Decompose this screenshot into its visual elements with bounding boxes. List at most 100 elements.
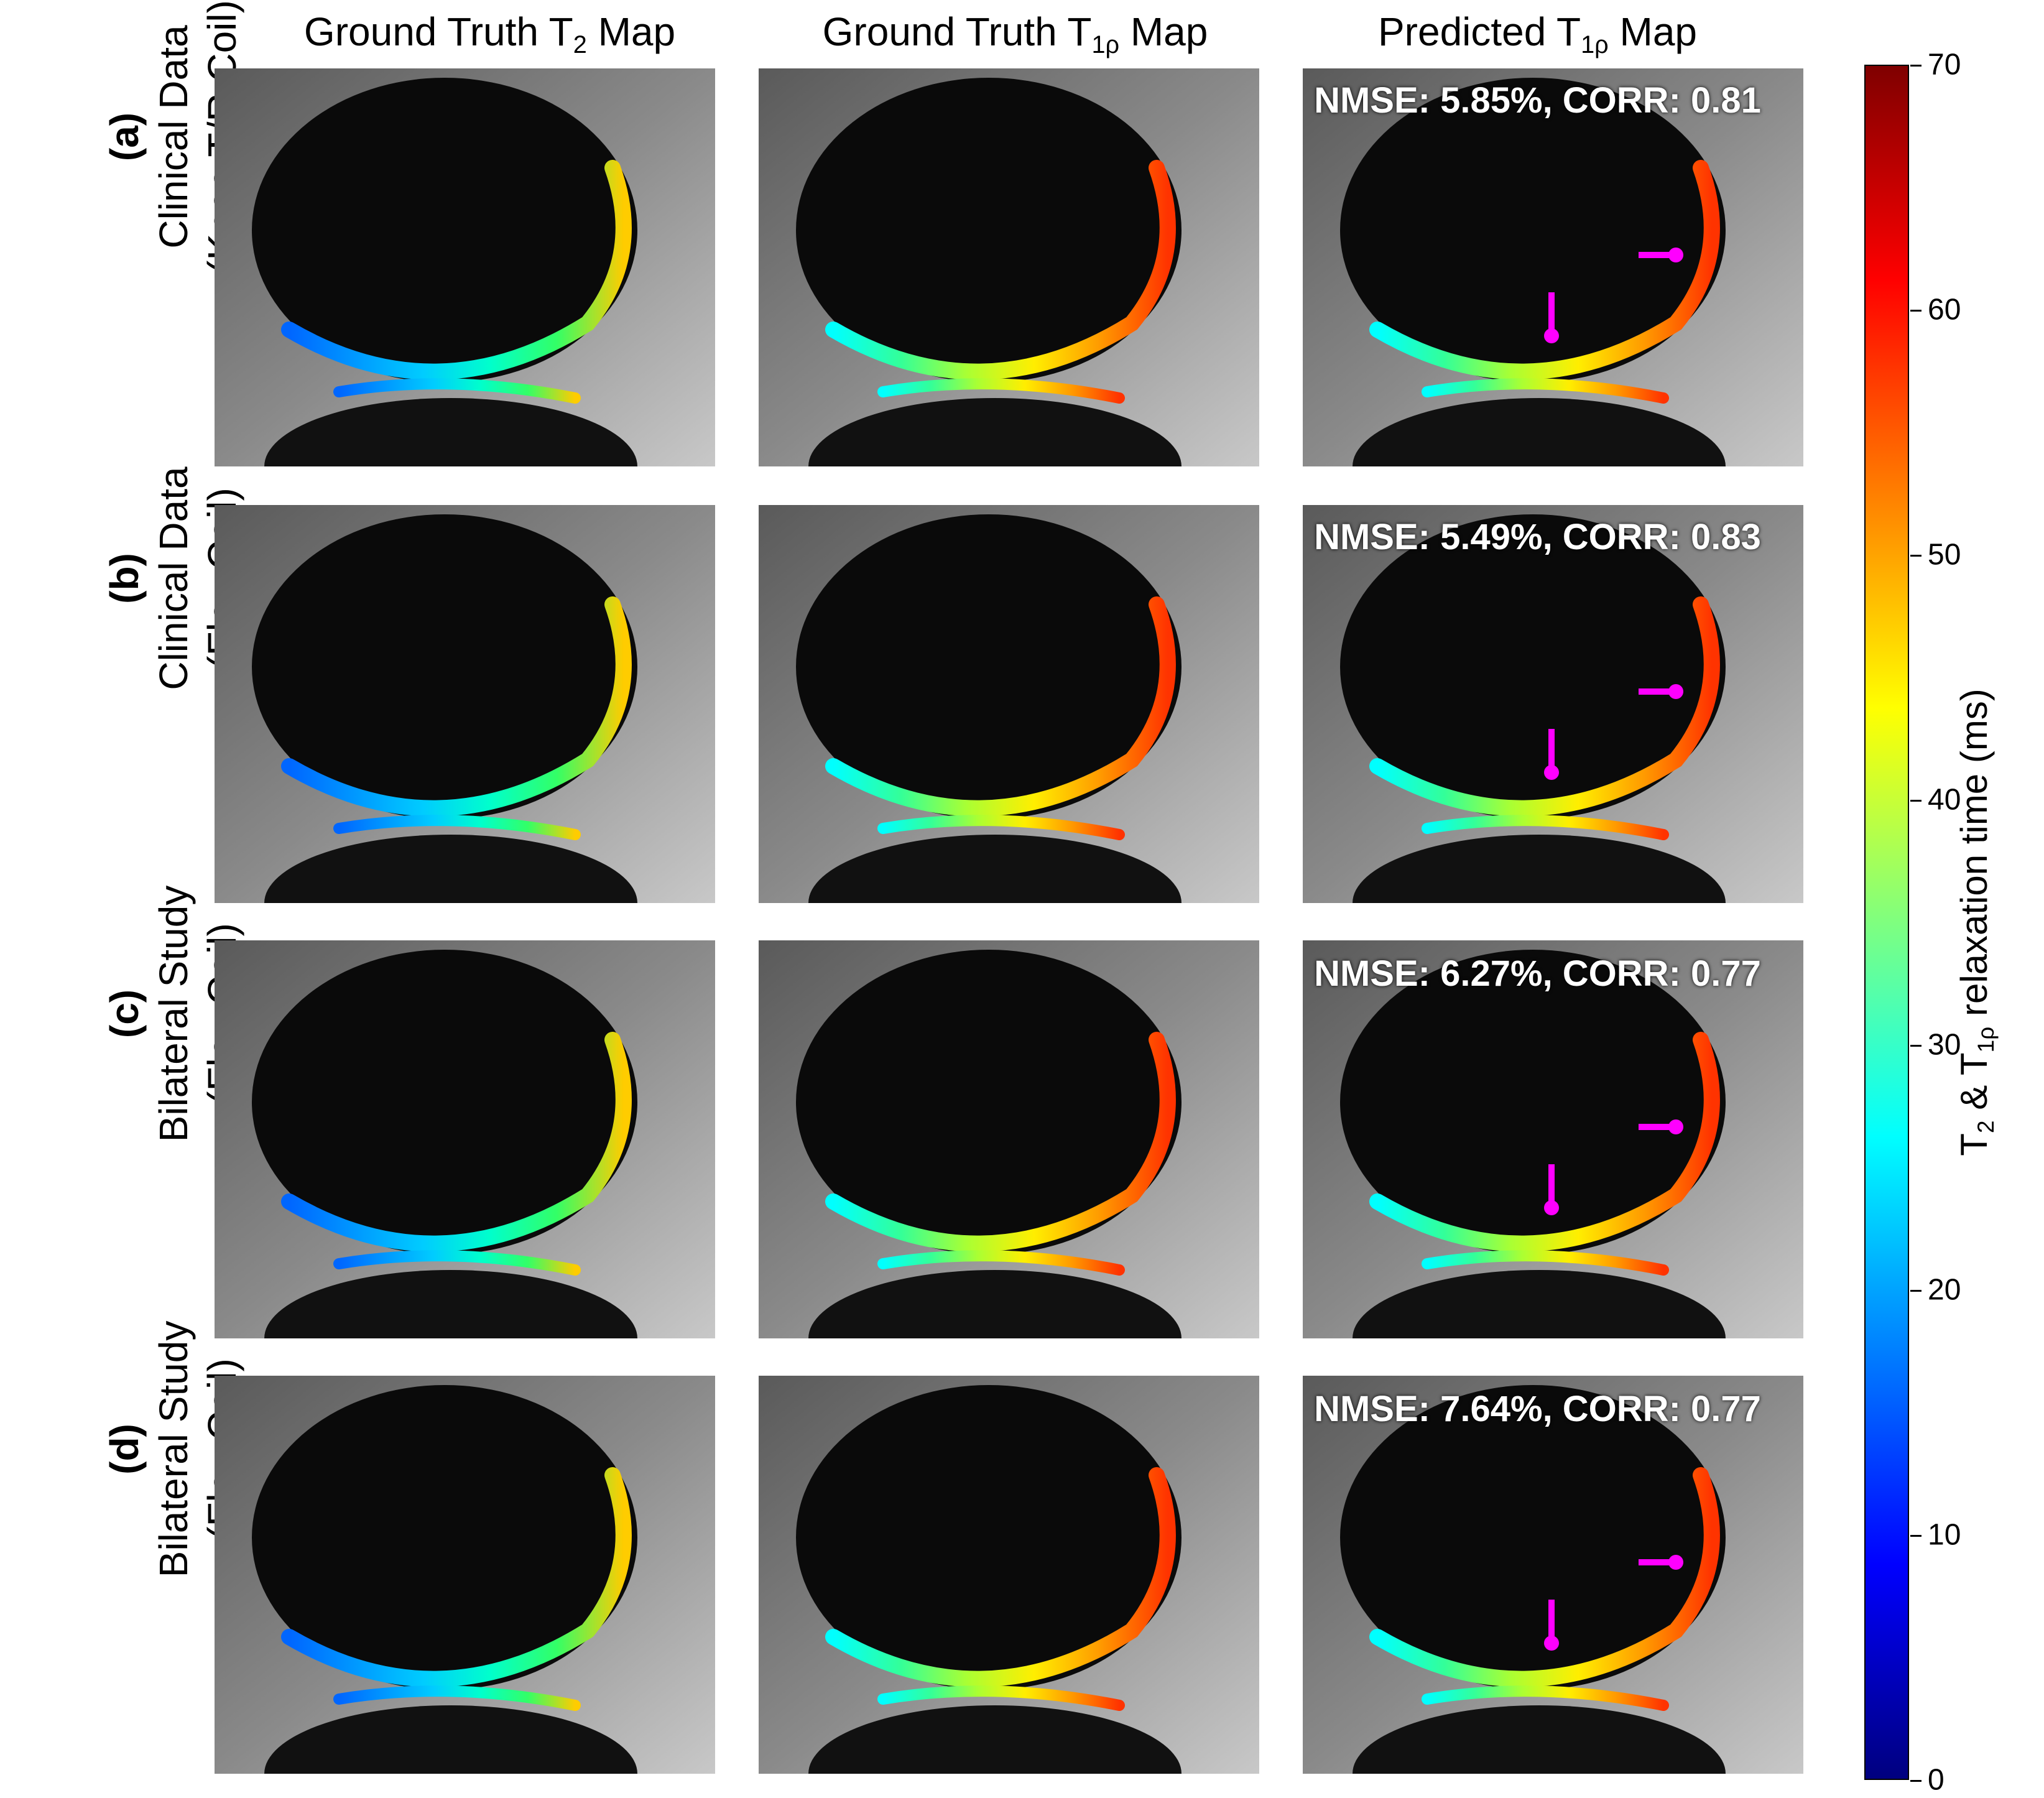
mri-image (1303, 940, 1803, 1338)
femur-bone (252, 78, 637, 382)
title-text: Map (586, 9, 676, 54)
colorbar-tick-label: 0 (1928, 1763, 1945, 1797)
mri-panel-row3-col2 (759, 940, 1259, 1338)
mri-image (1303, 68, 1803, 466)
tibial-cartilage-map (1422, 378, 1669, 404)
cb-label-text: T (1953, 1133, 1995, 1156)
mri-image (759, 68, 1259, 466)
tibia-bone (264, 398, 637, 466)
tibial-cartilage-map (1422, 1250, 1669, 1276)
tibia-bone (1353, 1705, 1726, 1774)
cb-label-text: & T (1953, 1052, 1995, 1121)
mri-panel-row2-col3 (1303, 505, 1803, 903)
metric-row-d: NMSE: 7.64%, CORR: 0.77 (1314, 1389, 1761, 1429)
femoral-cartilage-map (825, 1467, 1176, 1687)
annotation-arrowhead (1544, 1636, 1559, 1651)
femur-bone (796, 1385, 1182, 1690)
mri-image (215, 505, 715, 903)
tibial-cartilage-map (333, 1250, 581, 1276)
tibial-cartilage-map (333, 378, 581, 404)
tibia-bone (264, 1705, 637, 1774)
femoral-cartilage-map (281, 160, 632, 380)
mri-panel-row1-col3 (1303, 68, 1803, 466)
tibia-bone (264, 835, 637, 903)
tibial-cartilage-map (877, 815, 1125, 840)
title-text: Map (1608, 9, 1698, 54)
femoral-cartilage-map (1369, 1467, 1720, 1687)
mri-panel-row3-col1 (215, 940, 715, 1338)
femur-bone (252, 950, 637, 1254)
row-name: Bilateral Study (151, 885, 196, 1142)
annotation-arrowhead (1544, 328, 1559, 343)
annotation-arrowhead (1668, 248, 1683, 262)
colorbar-tick (1910, 1780, 1921, 1782)
colorbar-tick (1910, 310, 1921, 312)
row-name: Clinical Data (151, 25, 196, 249)
metric-row-a: NMSE: 5.85%, CORR: 0.81 (1314, 80, 1761, 121)
colorbar-tick (1910, 1535, 1921, 1537)
colorbar-tick (1910, 800, 1921, 802)
femur-bone (796, 514, 1182, 819)
femur-bone (796, 950, 1182, 1254)
cb-label-subscript: 2 (1972, 1120, 1999, 1134)
mri-panel-row4-col2 (759, 1376, 1259, 1774)
annotation-arrowhead (1668, 684, 1683, 699)
row-letter: (d) (102, 1424, 147, 1475)
column-title-gt-t2: Ground Truth T2 Map (239, 9, 740, 59)
femur-bone (252, 514, 637, 819)
colorbar-tick-label: 40 (1928, 783, 1961, 817)
femur-bone (1340, 950, 1726, 1254)
tibial-cartilage-map (877, 1250, 1125, 1276)
row-label-b: (b) Clinical Data (Flex Coil) (99, 342, 244, 815)
tibia-bone (1353, 835, 1726, 903)
annotation-arrowhead (1668, 1119, 1683, 1134)
mri-panel-row4-col1 (215, 1376, 715, 1774)
row-letter: (a) (102, 112, 147, 162)
femur-bone (796, 78, 1182, 382)
tibial-cartilage-map (1422, 815, 1669, 840)
tibial-cartilage-map (877, 378, 1125, 404)
mri-image (759, 1376, 1259, 1774)
title-subscript: 2 (573, 30, 587, 58)
femoral-cartilage-map (281, 1467, 632, 1687)
colorbar-tick (1910, 65, 1921, 67)
colorbar-tick-label: 60 (1928, 293, 1961, 327)
femoral-cartilage-map (1369, 1032, 1720, 1252)
annotation-arrowhead (1668, 1555, 1683, 1570)
title-text: Predicted T (1377, 9, 1581, 54)
colorbar-tick-label: 70 (1928, 48, 1961, 81)
colorbar-tick-label: 10 (1928, 1518, 1961, 1552)
cb-label-text: relaxation time (ms) (1953, 688, 1995, 1027)
annotation-arrowhead (1544, 765, 1559, 780)
tibia-bone (1353, 398, 1726, 466)
cb-label-subscript: 1ρ (1972, 1026, 1999, 1053)
femoral-cartilage-map (1369, 160, 1720, 380)
title-subscript: 1ρ (1091, 30, 1120, 58)
mri-panel-row2-col2 (759, 505, 1259, 903)
row-label-d: (d) Bilateral Study (Flex Coil) (99, 1213, 244, 1685)
colorbar (1864, 65, 1909, 1780)
mri-image (215, 1376, 715, 1774)
colorbar-tick-label: 50 (1928, 538, 1961, 572)
femoral-cartilage-map (281, 1032, 632, 1252)
femoral-cartilage-map (825, 160, 1176, 380)
annotation-arrowhead (1544, 1200, 1559, 1215)
tibial-cartilage-map (333, 815, 581, 840)
tibia-bone (808, 398, 1182, 466)
mri-panel-row1-col1 (215, 68, 715, 466)
tibia-bone (808, 1705, 1182, 1774)
tibial-cartilage-map (877, 1685, 1125, 1711)
femoral-cartilage-map (825, 596, 1176, 817)
tibia-bone (808, 835, 1182, 903)
mri-image (215, 940, 715, 1338)
metric-row-c: NMSE: 6.27%, CORR: 0.77 (1314, 953, 1761, 994)
femur-bone (1340, 514, 1726, 819)
femoral-cartilage-map (1369, 596, 1720, 817)
femoral-cartilage-map (281, 596, 632, 817)
row-name: Bilateral Study (151, 1320, 196, 1578)
tibia-bone (1353, 1270, 1726, 1338)
title-text: Ground Truth T (822, 9, 1092, 54)
colorbar-tick (1910, 555, 1921, 557)
metric-row-b: NMSE: 5.49%, CORR: 0.83 (1314, 517, 1761, 557)
mri-image (215, 68, 715, 466)
